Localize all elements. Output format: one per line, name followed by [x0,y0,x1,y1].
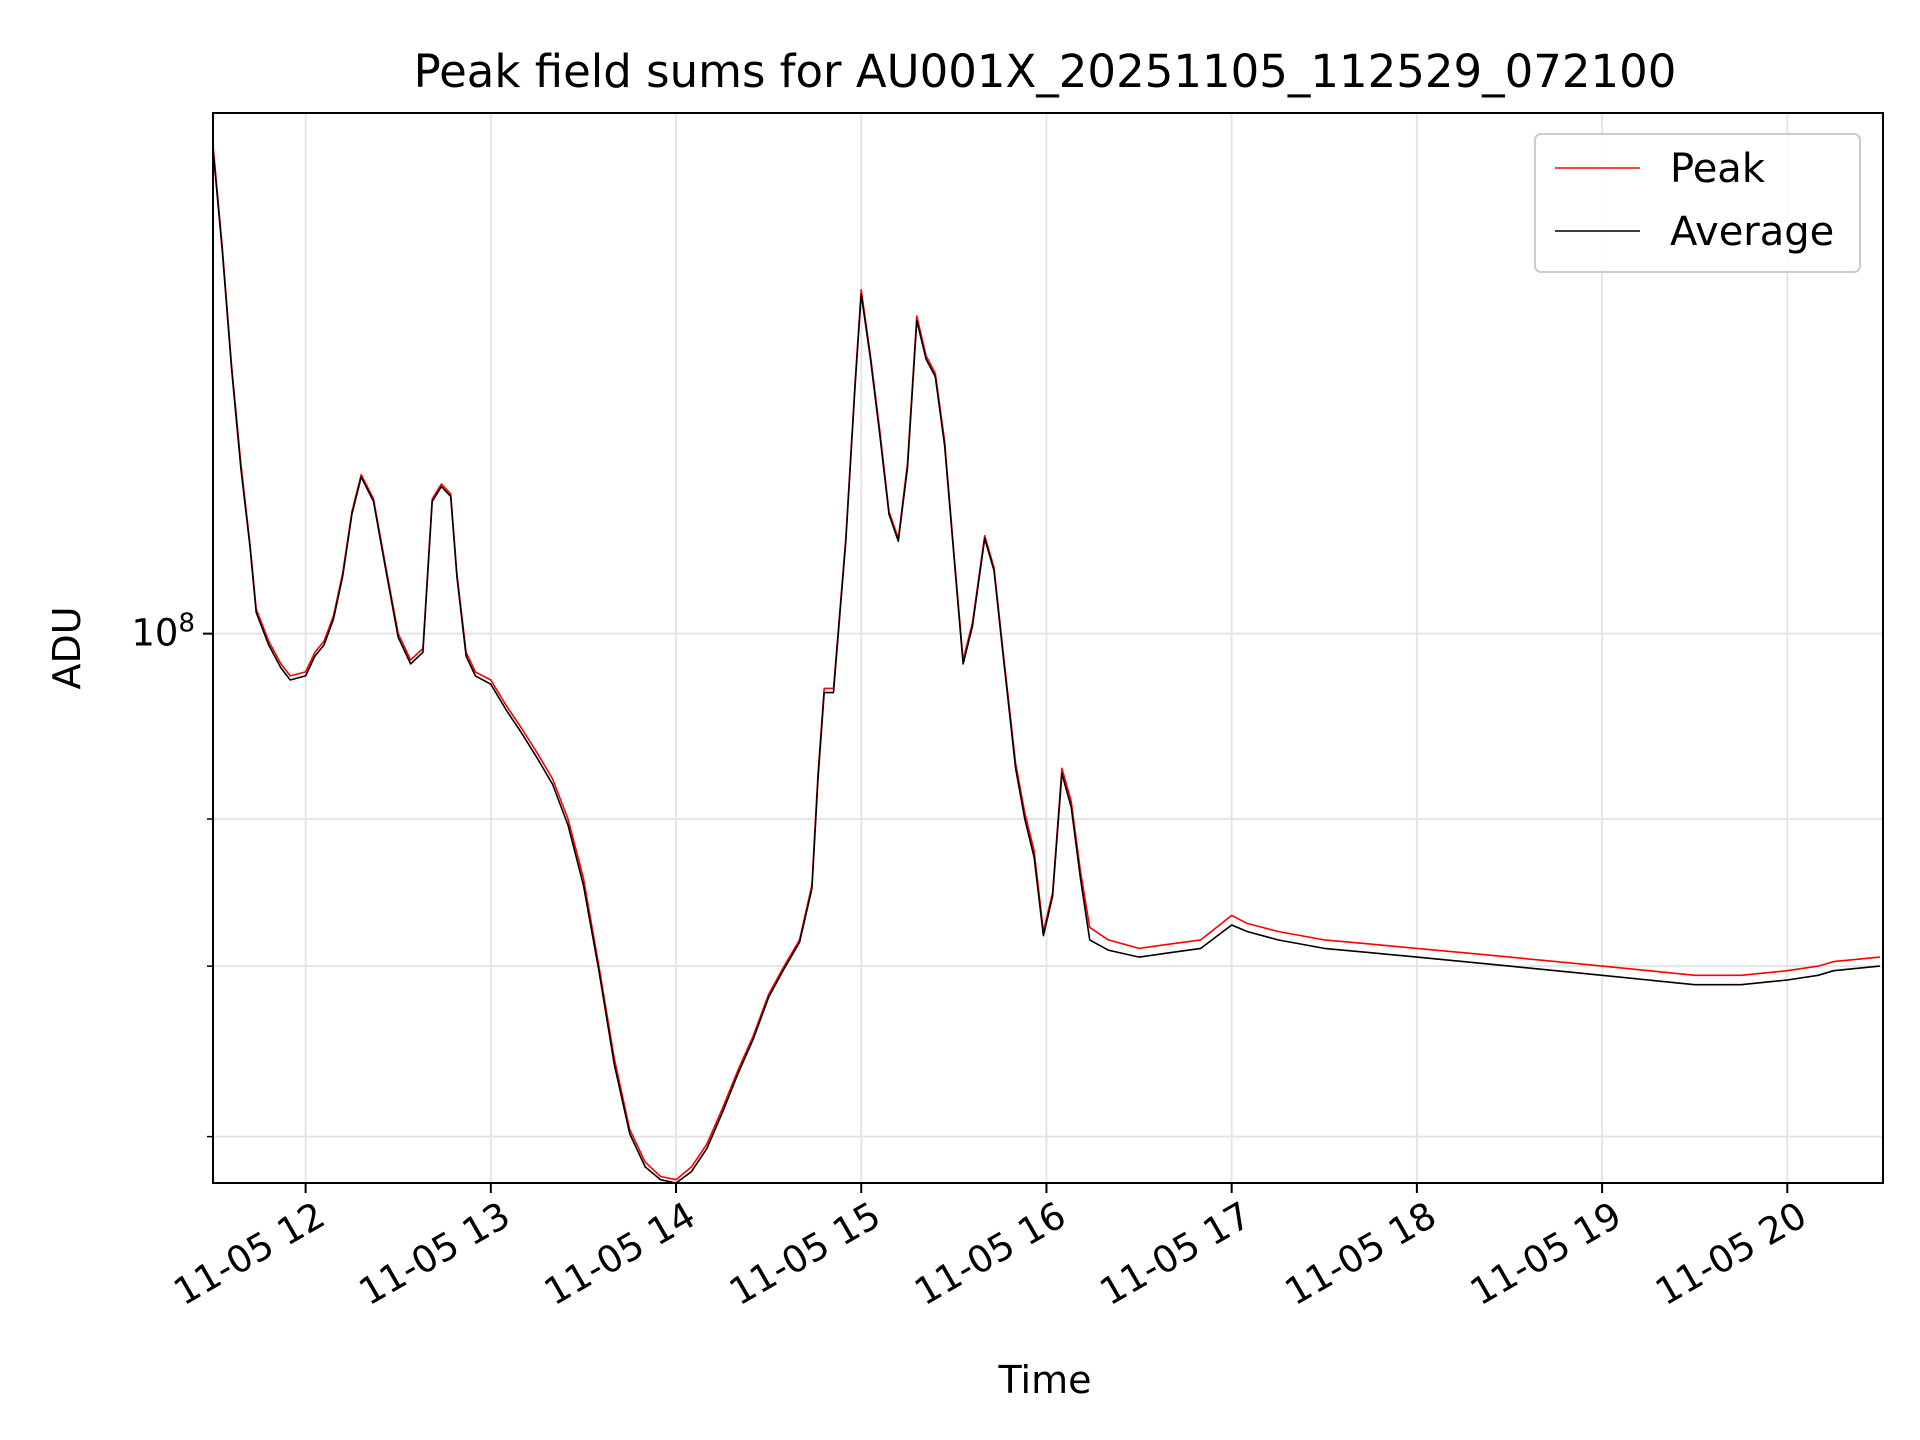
chart-title: Peak field sums for AU001X_20251105_1125… [414,45,1677,98]
legend: Peak Average [1534,133,1861,273]
grid-lines [213,113,1883,1183]
series-line-average [212,149,1880,1184]
x-axis-label: Time [998,1358,1092,1402]
plot-frame [212,112,1884,1184]
y-tick-label: 108 [131,609,195,655]
y-axis-ticks: 108 [131,609,213,1138]
y-axis-label: ADU [45,606,89,689]
plot-series [212,144,1880,1184]
legend-average-label: Average [1670,209,1834,255]
legend-peak-label: Peak [1670,146,1766,192]
